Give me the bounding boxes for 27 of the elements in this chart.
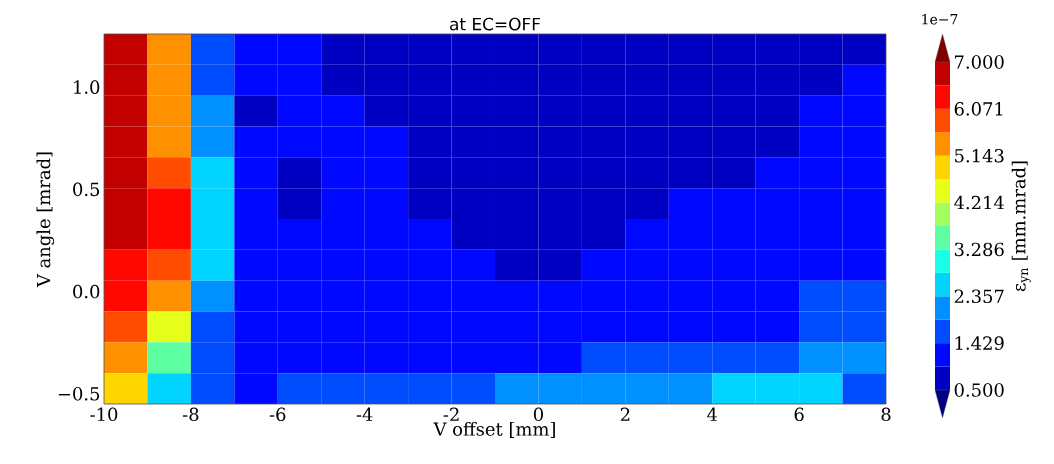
x-axis-title: V offset [mm]: [433, 421, 555, 438]
x-tick-label: 2: [620, 407, 630, 421]
x-tick-label: -2: [443, 407, 459, 421]
color-bar-label: 6.071: [954, 102, 1003, 116]
color-bar-title: ε$_{yn}$ [mm.mrad]: [1011, 161, 1031, 292]
x-tick-label: 6: [794, 407, 804, 422]
color-bar-label: 7.000: [955, 55, 1004, 69]
x-tick-label: 0: [533, 407, 543, 422]
y-tick-label: 0.0: [73, 284, 100, 299]
color-bar-label: 5.143: [955, 148, 1004, 163]
color-bar-label: 1.429: [955, 336, 1004, 350]
text: 1e−7: [922, 13, 958, 25]
chart-title: at EC=OFF: [450, 17, 540, 31]
y-tick-label: 1.0: [74, 80, 100, 94]
x-tick-label: -10: [90, 407, 118, 422]
color-bar-label: 3.286: [954, 242, 1004, 257]
y-tick-label: −0.5: [58, 386, 100, 401]
color-bar-label: 2.357: [954, 289, 1004, 304]
x-tick-label: -8: [182, 407, 199, 422]
x-tick-label: -4: [356, 407, 373, 421]
y-tick-label: 0.5: [73, 182, 100, 197]
color-bar-label: 4.214: [954, 195, 1004, 210]
y-axis-title: V angle [mrad]: [36, 152, 55, 288]
x-tick-label: 4: [707, 407, 718, 421]
color-bar-label: 0.500: [954, 383, 1004, 397]
x-tick-label: 8: [881, 407, 891, 422]
x-tick-label: -6: [269, 407, 286, 422]
